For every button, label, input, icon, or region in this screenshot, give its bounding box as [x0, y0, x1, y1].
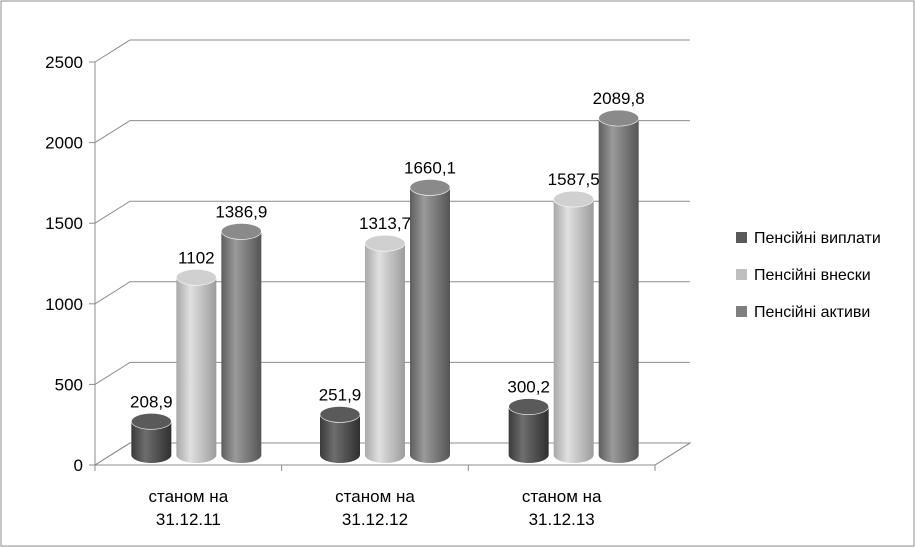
gridline	[94, 361, 690, 385]
y-tick-label: 1500	[45, 214, 83, 233]
legend-label: Пенсійні активи	[754, 304, 870, 321]
gridlines	[94, 39, 690, 466]
bar	[410, 187, 450, 463]
legend-label: Пенсійні внески	[754, 267, 871, 284]
data-label: 1587,5	[548, 170, 600, 189]
bar	[320, 414, 360, 463]
gridline	[94, 200, 690, 224]
bar-top	[176, 269, 217, 286]
gridline	[94, 281, 690, 305]
legend-swatch	[736, 306, 747, 317]
gridline	[94, 442, 690, 466]
bar-top	[553, 190, 594, 208]
data-label: 1313,7	[359, 214, 411, 233]
y-tick-label: 1000	[45, 295, 83, 314]
x-axis: станом на 31.12.11 станом на 31.12.12 станом…	[94, 464, 656, 529]
bar-top	[508, 398, 549, 415]
data-label: 251,9	[319, 385, 362, 404]
y-tick-label: 0	[74, 456, 83, 475]
bar	[508, 406, 549, 463]
bar-top	[319, 406, 361, 423]
y-tick-label: 2000	[45, 134, 83, 153]
data-labels: 208,9 251,9 300,2 1102 1313,7 1587,5 1386,9 166…	[130, 89, 645, 411]
bar	[598, 118, 639, 463]
data-label: 208,9	[130, 392, 173, 411]
gridline	[94, 120, 690, 144]
data-label: 1660,1	[404, 158, 456, 177]
bar	[176, 277, 217, 463]
x-tick-label: станом на 31.12.13	[522, 487, 602, 529]
y-tick-label: 2500	[45, 53, 83, 72]
bar	[131, 421, 172, 463]
data-label: 300,2	[507, 378, 550, 397]
data-label: 2089,8	[593, 89, 645, 108]
data-label: 1386,9	[215, 202, 267, 221]
x-tick-label: станом на 31.12.12	[335, 487, 415, 529]
bars	[131, 109, 639, 463]
legend-swatch	[736, 232, 747, 243]
bar	[365, 243, 405, 463]
bar-top	[598, 109, 639, 127]
y-tick-label: 500	[55, 375, 83, 394]
legend: Пенсійні виплати Пенсійні внески Пенсійні …	[736, 230, 881, 321]
bar	[553, 199, 594, 463]
bar-top	[131, 413, 172, 430]
x-tick-label: станом на 31.12.11	[149, 487, 229, 529]
gridline	[94, 39, 690, 63]
data-label: 1102	[178, 248, 215, 267]
bar-top	[409, 179, 451, 196]
floor-right-edge	[654, 442, 691, 466]
y-axis: 0 500 1000 1500 2000 2500	[45, 53, 95, 475]
bar-top	[221, 223, 262, 240]
bar-top	[364, 234, 406, 252]
legend-label: Пенсійні виплати	[754, 230, 881, 247]
legend-swatch	[736, 269, 747, 280]
bar	[221, 231, 262, 463]
